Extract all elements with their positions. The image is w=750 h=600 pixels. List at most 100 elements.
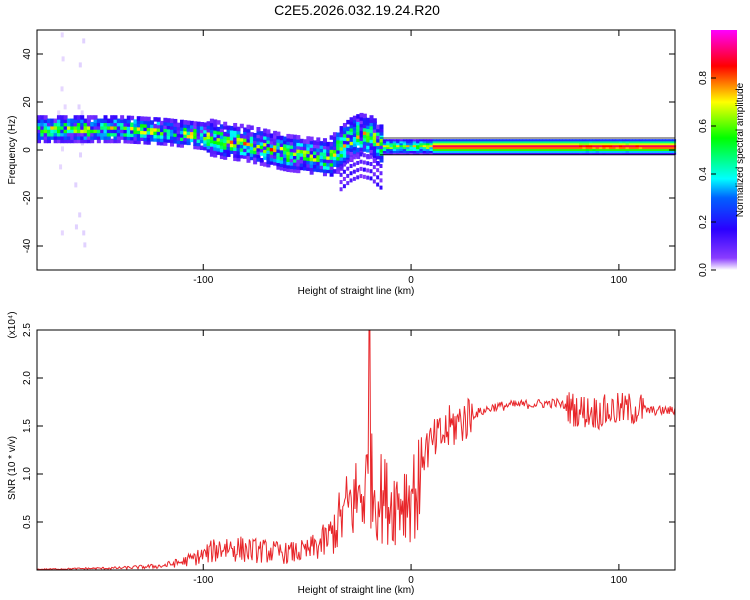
spectrogram-cell [329,135,334,140]
spectrogram-cell [652,152,657,155]
spectrogram-cell [645,141,650,144]
spectrogram-cell [303,159,308,164]
spectrogram-cell [495,141,500,144]
spectrogram-cell [332,145,337,151]
spectrogram-cell [376,124,381,130]
spectrogram-cell [332,155,337,161]
spectrogram-cell [559,148,564,151]
spectrogram-cell [362,153,366,158]
spectrogram-cell [93,115,98,120]
spectrogram-cell [592,148,597,151]
colorbar-tick-label: 0.2 [698,215,709,229]
spectrogram-cell [319,157,324,163]
spectrogram-cell [336,159,341,164]
spectrogram-cell [455,152,460,155]
spectrogram-cell [73,138,78,144]
spectrogram-cell [545,146,550,150]
spectrogram-cell [103,138,108,144]
spectrogram-cell [299,165,304,171]
spectrogram-cell [569,141,574,144]
spectrogram-cell [432,141,437,144]
spectrogram-cell [276,138,281,143]
spectrogram-cell [263,148,268,154]
spectrogram-cell [213,126,218,131]
spectrogram-cell [608,141,613,144]
spectrogram-cell [253,153,258,158]
snr-xtick-label: -100 [193,575,213,586]
spectrogram-cell [332,162,337,167]
spectrogram-cell [299,138,304,144]
spectrogram-cell [269,153,274,159]
spectrogram-cell [648,150,653,153]
spectrogram-cell [515,146,520,150]
spectrogram-cell [625,141,630,144]
spectrogram-cell [256,140,261,145]
spectrogram-cell [296,141,301,147]
spectrogram-cell [628,141,633,144]
spectrogram-cell [512,148,517,151]
spectrogram-cell [492,139,497,142]
spectrogram-cell [276,141,281,147]
spectrogram-cell [432,139,437,142]
spectrogram-cell [236,133,241,138]
spectrogram-cell [372,141,377,147]
spectrogram-cell [150,127,155,132]
spectrogram-cell [156,120,161,126]
spectrogram-cell [658,150,663,153]
spectrogram-cell [505,150,510,153]
spectrogram-cell [429,143,434,146]
spectrogram-cell [495,144,500,148]
spectrogram-cell [635,152,640,155]
spectrogram-cell [229,149,234,154]
spectrogram-cell [515,141,520,144]
spectrogram-cell [329,162,334,167]
spectrogram-cell [236,136,241,142]
spectrogram-cell [595,152,600,155]
spectrogram-cell [532,144,537,148]
spectrogram-cell [432,143,437,146]
spectrogram-cell [133,139,138,144]
spectrogram-cell [362,133,367,139]
spectrogram-cell [509,146,514,150]
snr-xtick-label: 0 [408,575,414,586]
spectrogram-cell [86,128,91,134]
spectrogram-cell [352,125,357,131]
spectrogram-cell [286,147,291,152]
spectrogram-cell [439,148,444,151]
spectrogram-cell [499,150,504,153]
spectrogram-cell [342,176,346,181]
spectrogram-cell [406,144,411,148]
spectrogram-cell [482,152,487,155]
spectrogram-cell [336,156,341,161]
spectrogram-cell [552,148,557,151]
spectrogram-cell [209,118,214,124]
spectrogram-cell [585,146,590,150]
spectrogram-cell [665,150,670,153]
spectrogram-cell [113,118,118,124]
spectrogram-cell [256,130,261,135]
spectrogram-cell [140,136,145,142]
spectrogram-cell [306,149,311,155]
spectrogram-cell [106,121,111,127]
spectrogram-cell [136,126,141,131]
spectrogram-ytick-label: 40 [22,48,33,60]
spectrogram-cell [522,146,527,150]
spectrogram-cell [279,139,284,144]
spectrogram-cell [56,125,61,130]
spectrogram-cell [86,138,91,144]
spectrogram-cell [349,134,354,139]
spectrogram-cell [186,133,191,139]
spectrogram-cell [319,141,324,146]
spectrogram-cell [123,138,128,144]
spectrogram-cell [429,141,434,144]
spectrogram-cell [73,115,78,120]
colorbar-gradient [711,30,737,270]
spectrogram-cell [299,155,304,161]
spectrogram-cell [120,128,125,134]
spectrogram-cell [332,138,337,144]
spectrogram-cell [73,135,78,140]
spectrogram-cell [283,146,288,152]
spectrogram-cell [582,150,587,153]
spectrogram-cell [462,150,467,153]
spectrogram-cell [356,175,360,180]
